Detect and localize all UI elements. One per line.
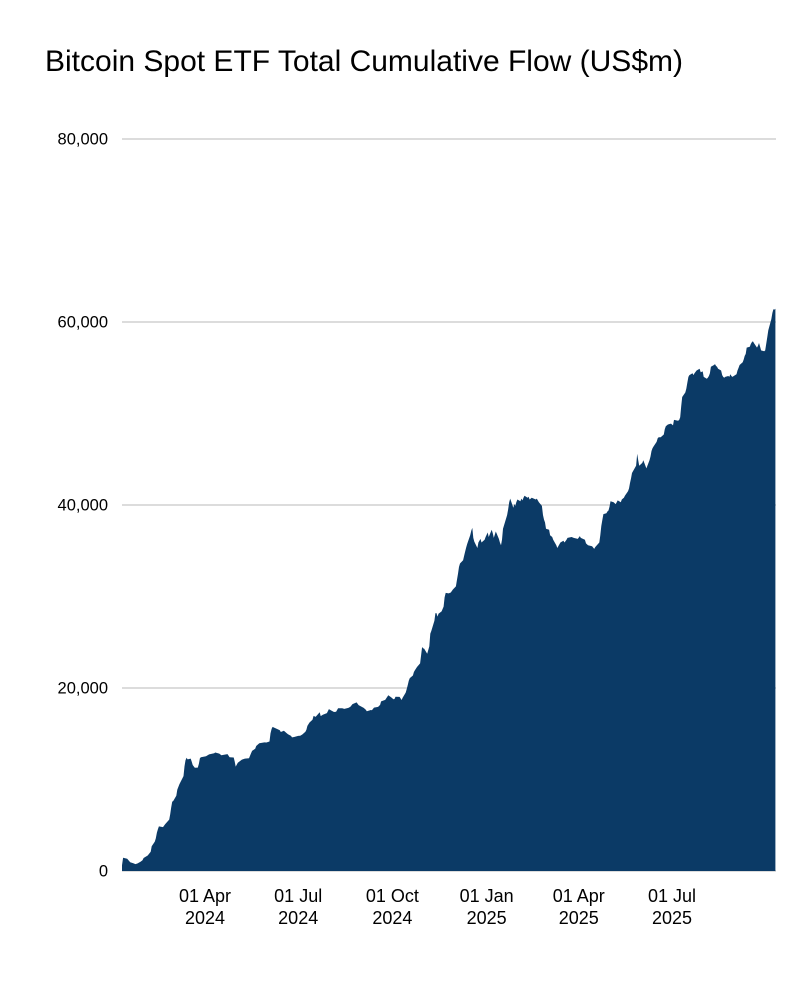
- y-axis-tick-label: 40,000: [58, 497, 108, 515]
- y-axis-tick-label: 60,000: [58, 314, 108, 332]
- x-axis-tick-label: 01 Apr 2024: [179, 886, 231, 928]
- x-axis-tick-label: 01 Apr 2025: [553, 886, 605, 928]
- x-axis-tick-label: 01 Jul 2024: [274, 886, 322, 928]
- x-axis-tick-label: 01 Jul 2025: [648, 886, 696, 928]
- cumulative-flow-area: [122, 308, 776, 871]
- chart-title: Bitcoin Spot ETF Total Cumulative Flow (…: [45, 45, 683, 78]
- y-axis-tick-label: 0: [99, 863, 108, 881]
- x-axis-tick-label: 01 Jan 2025: [460, 886, 514, 928]
- y-axis-tick-label: 20,000: [58, 680, 108, 698]
- y-axis-tick-label: 80,000: [58, 131, 108, 149]
- x-axis-tick-label: 01 Oct 2024: [366, 886, 419, 928]
